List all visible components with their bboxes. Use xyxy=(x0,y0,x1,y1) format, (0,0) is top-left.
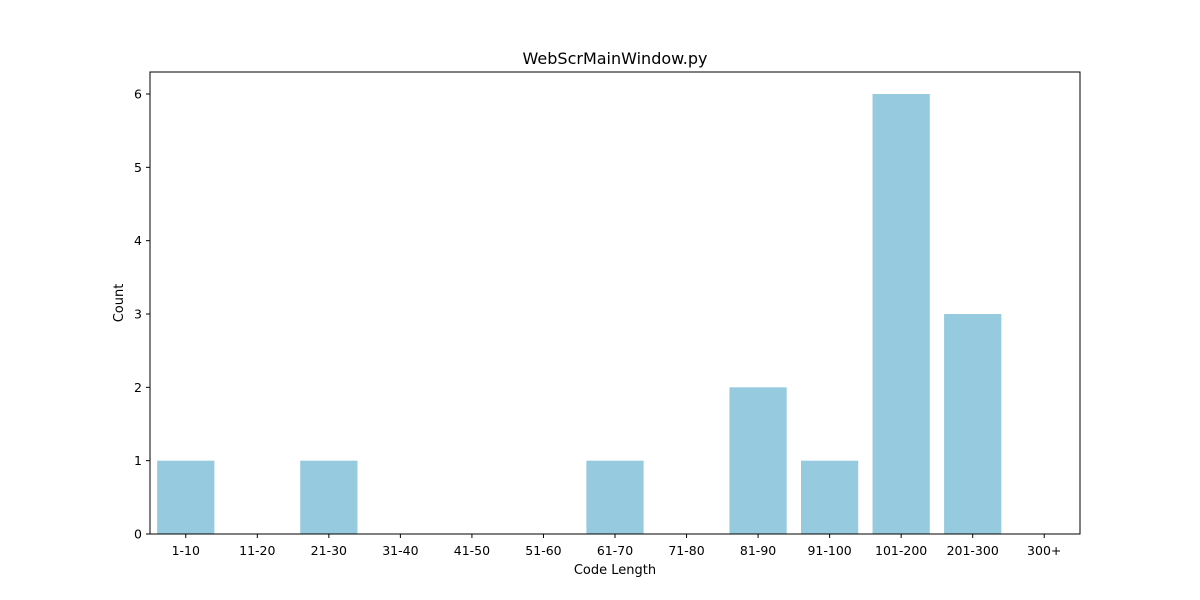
bars-layer xyxy=(157,94,1002,534)
y-tick-label: 6 xyxy=(134,87,142,102)
bar-61-70 xyxy=(586,460,644,534)
x-axis-ticks: 1-10 11-20 21-30 31-40 41-50 51-60 61-70 71-80 8… xyxy=(172,534,1061,558)
x-tick-label: 91-100 xyxy=(807,543,851,558)
x-tick-label: 11-20 xyxy=(239,543,275,558)
bar-101-200 xyxy=(872,94,930,534)
y-axis-label: Count xyxy=(112,284,127,323)
y-tick-label: 0 xyxy=(134,527,142,542)
x-tick-label: 31-40 xyxy=(382,543,418,558)
x-tick-label: 81-90 xyxy=(740,543,776,558)
x-tick-label: 41-50 xyxy=(454,543,490,558)
y-tick-label: 5 xyxy=(134,160,142,175)
y-tick-label: 2 xyxy=(134,380,142,395)
x-tick-label: 61-70 xyxy=(597,543,633,558)
x-tick-label: 101-200 xyxy=(875,543,927,558)
x-tick-label: 1-10 xyxy=(172,543,200,558)
bar-1-10 xyxy=(157,460,215,534)
x-tick-label: 201-300 xyxy=(947,543,999,558)
x-tick-label: 300+ xyxy=(1027,543,1061,558)
chart-title: WebScrMainWindow.py xyxy=(523,49,708,68)
y-tick-label: 3 xyxy=(134,307,142,322)
x-tick-label: 21-30 xyxy=(311,543,347,558)
bar-201-300 xyxy=(944,314,1002,534)
y-tick-label: 4 xyxy=(134,233,142,248)
y-axis-ticks: 0 1 2 3 4 5 6 xyxy=(134,87,150,542)
plot-area-frame xyxy=(149,71,1081,535)
x-axis-label: Code Length xyxy=(574,563,656,578)
bar-21-30 xyxy=(300,460,358,534)
x-tick-label: 51-60 xyxy=(525,543,561,558)
y-tick-label: 1 xyxy=(134,453,142,468)
x-tick-label: 71-80 xyxy=(668,543,704,558)
bar-91-100 xyxy=(801,460,859,534)
bar-81-90 xyxy=(729,387,787,534)
